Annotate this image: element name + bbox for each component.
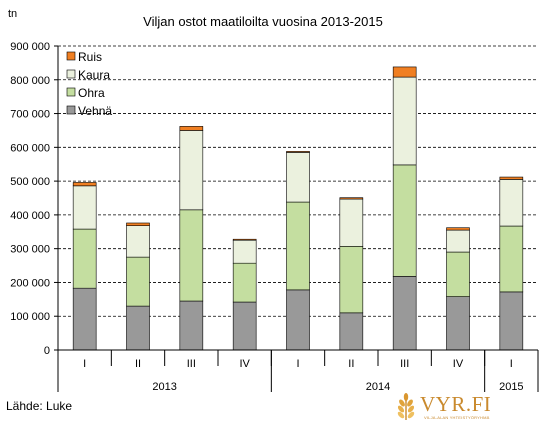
y-tick-label: 200 000 — [10, 277, 50, 289]
y-axis-ticks: 0 100 000 200 000 300 000 400 000 500 000 600 … — [10, 41, 58, 357]
bar-segment-ruis — [286, 151, 310, 153]
legend-label-ohra: Ohra — [78, 86, 105, 100]
bar-segment-kaura — [72, 185, 97, 230]
bar-segment-ruis — [179, 126, 204, 131]
bar-segment-vehnä — [232, 301, 257, 351]
legend-swatch-ohra — [66, 87, 76, 97]
x-tick-label: I — [296, 358, 299, 370]
x-tick-label: III — [400, 358, 409, 370]
bar-segment-kaura — [286, 152, 310, 203]
legend: Ruis Kaura Ohra Vehnä — [66, 50, 112, 118]
bar-segment-kaura — [499, 179, 524, 227]
x-tick-label: II — [135, 358, 141, 370]
legend-label-kaura: Kaura — [78, 68, 110, 82]
legend-swatch-ruis — [66, 51, 76, 61]
wheat-icon — [397, 393, 415, 420]
bar-segment-vehnä — [339, 312, 364, 351]
bar-segment-vehnä — [286, 289, 310, 351]
y-tick-label: 400 000 — [10, 210, 50, 222]
bar-segment-ruis — [232, 238, 257, 241]
x-tick-label: II — [348, 358, 354, 370]
bar-segment-kaura — [126, 225, 150, 258]
bars — [72, 66, 524, 351]
bar-segment-ruis — [339, 197, 364, 200]
bar-segment-kaura — [232, 239, 257, 264]
y-tick-label: 800 000 — [10, 75, 50, 87]
bar-segment-vehnä — [392, 276, 417, 351]
legend-label-ruis: Ruis — [78, 50, 102, 64]
bar-segment-ohra — [72, 228, 97, 289]
bar-segment-kaura — [179, 130, 204, 211]
bar-segment-vehnä — [72, 287, 97, 351]
bar-segment-kaura — [446, 229, 470, 253]
legend-swatch-vehnä — [66, 105, 76, 115]
legend-swatch-kaura — [66, 69, 76, 79]
y-tick-label: 500 000 — [10, 176, 50, 188]
bar-segment-ruis — [126, 222, 150, 226]
bar-segment-ruis — [392, 66, 417, 78]
logo-subtitle: VILJA-ALAN YHTEISTYÖRYHMÄ — [424, 415, 490, 420]
bar-segment-vehnä — [179, 300, 204, 351]
x-tick-label: IV — [239, 358, 250, 370]
bar-segment-ohra — [126, 256, 150, 307]
vyr-logo: VYR.FI VILJA-ALAN YHTEISTYÖRYHMÄ — [394, 392, 544, 422]
bar-segment-ruis — [72, 182, 97, 187]
bar-segment-vehnä — [446, 296, 470, 351]
legend-label-vehnä: Vehnä — [78, 104, 112, 118]
bar-segment-ohra — [232, 262, 257, 303]
bar-segment-vehnä — [499, 291, 524, 351]
bar-segment-ohra — [499, 225, 524, 293]
y-tick-label: 100 000 — [10, 311, 50, 323]
x-tick-label: III — [187, 358, 196, 370]
logo-text: VYR.FI — [420, 392, 492, 416]
source-note: Lähde: Luke — [6, 399, 73, 413]
y-tick-label: 0 — [44, 345, 50, 357]
y-tick-label: 300 000 — [10, 244, 50, 256]
bar-segment-ohra — [339, 246, 364, 314]
year-label: 2013 — [152, 381, 176, 393]
axes — [57, 46, 538, 351]
bar-segment-kaura — [339, 198, 364, 247]
bar-segment-ohra — [179, 209, 204, 302]
year-label: 2015 — [499, 381, 523, 393]
y-tick-label: 600 000 — [10, 142, 50, 154]
bar-segment-ruis — [446, 227, 470, 231]
y-tick-label: 700 000 — [10, 109, 50, 121]
bar-segment-vehnä — [126, 305, 150, 351]
y-tick-label: 900 000 — [10, 41, 50, 53]
chart-title: Viljan ostot maatiloilta vuosina 2013-20… — [143, 14, 383, 29]
bar-segment-ruis — [499, 176, 524, 180]
x-tick-label: I — [510, 358, 513, 370]
year-label: 2014 — [366, 381, 390, 393]
x-tick-label: I — [83, 358, 86, 370]
bar-segment-ohra — [446, 251, 470, 297]
x-tick-label: IV — [453, 358, 464, 370]
bar-segment-ohra — [286, 201, 310, 291]
bar-segment-kaura — [392, 76, 417, 166]
y-axis-unit: tn — [8, 8, 17, 20]
bar-segment-ohra — [392, 164, 417, 277]
